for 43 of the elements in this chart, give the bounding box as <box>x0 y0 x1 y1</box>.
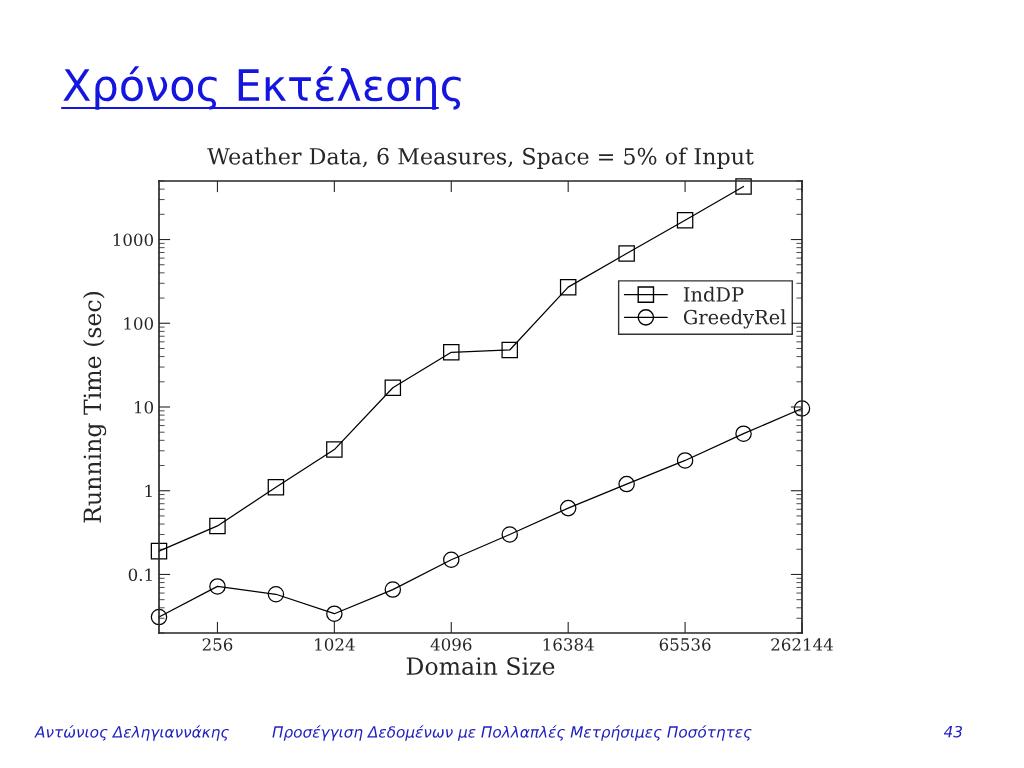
y-tick-label: 1 <box>145 484 152 498</box>
x-tick-label: 65536 <box>659 638 711 651</box>
x-tick-label: 16384 <box>543 638 594 651</box>
x-tick-label: 1024 <box>315 638 355 651</box>
point <box>326 605 343 622</box>
y-tick-label: 10 <box>134 400 154 414</box>
point <box>501 526 518 543</box>
y-tick-label: 1000 <box>113 233 154 247</box>
point <box>326 441 343 458</box>
legend-label: GreedyRel <box>683 309 786 329</box>
point <box>384 581 402 598</box>
point <box>443 551 460 568</box>
legend-label: IndDP <box>683 286 744 302</box>
text: Αντώνιος Δεληγιαννάκης <box>34 725 229 741</box>
point <box>384 379 402 396</box>
x-tick-label: 4096 <box>430 638 472 651</box>
point <box>267 586 285 603</box>
point <box>735 425 752 442</box>
y-tick-label: 100 <box>124 317 154 330</box>
x-tick-label: 256 <box>202 638 233 651</box>
point <box>150 542 168 560</box>
point <box>618 475 635 493</box>
point <box>501 341 518 359</box>
chart-subtitle: Weather Data, 6 Measures, Space = 5% of Input <box>207 147 754 169</box>
point <box>209 578 226 595</box>
x-axis-title: Domain Size <box>406 657 555 676</box>
point <box>618 245 635 262</box>
y-tick-label: 0.1 <box>128 568 152 582</box>
point <box>559 499 577 517</box>
chart-title: Χρόνος Εκτέλεσης <box>63 66 461 110</box>
point <box>793 400 811 417</box>
point <box>676 211 694 229</box>
point <box>735 178 752 195</box>
point <box>267 479 285 496</box>
point <box>209 517 226 535</box>
text: 43 <box>943 725 963 738</box>
point <box>559 278 577 296</box>
point <box>150 608 168 626</box>
text: Προσέγγιση Δεδομένων με Πολλαπλές Μετρήσιμες Ποσότητες <box>272 725 752 741</box>
point <box>443 344 460 361</box>
point <box>676 452 694 469</box>
x-tick-label: 262144 <box>771 638 833 651</box>
y-axis-title: Running Time (sec) <box>82 292 107 523</box>
